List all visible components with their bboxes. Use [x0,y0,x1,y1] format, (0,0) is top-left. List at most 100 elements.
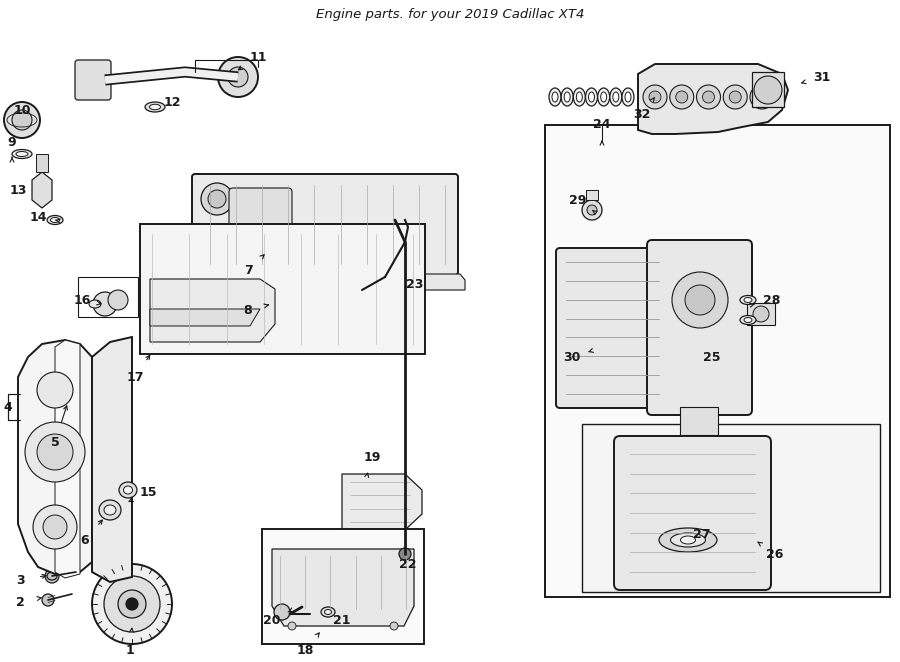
Text: 17: 17 [126,371,144,383]
Ellipse shape [744,297,752,303]
FancyBboxPatch shape [192,174,458,275]
Circle shape [724,85,747,109]
Polygon shape [18,340,92,574]
Ellipse shape [12,150,32,158]
Bar [752,72,784,107]
Circle shape [756,91,768,103]
Circle shape [108,290,128,310]
Ellipse shape [119,482,137,498]
Circle shape [390,622,398,630]
Circle shape [672,272,728,328]
Ellipse shape [589,92,595,102]
Text: 29: 29 [570,193,587,207]
Ellipse shape [586,88,598,106]
Bar [680,407,718,435]
Ellipse shape [145,102,165,112]
Ellipse shape [123,486,132,494]
Circle shape [649,91,661,103]
Text: 9: 9 [8,136,16,148]
Text: Engine parts. for your 2019 Cadillac XT4: Engine parts. for your 2019 Cadillac XT4 [316,7,584,21]
Text: 2: 2 [15,596,24,608]
Ellipse shape [600,92,607,102]
Polygon shape [342,474,422,530]
Text: 26: 26 [766,547,784,561]
Bar [78,277,138,317]
Polygon shape [638,64,788,134]
Circle shape [92,564,172,644]
Text: 18: 18 [296,643,314,657]
Text: 19: 19 [364,451,381,463]
Circle shape [208,190,226,208]
Text: 3: 3 [15,573,24,587]
Ellipse shape [625,92,631,102]
Circle shape [587,205,597,215]
Ellipse shape [562,88,573,106]
Circle shape [93,292,117,316]
Text: 25: 25 [703,350,721,363]
Polygon shape [272,549,414,626]
FancyBboxPatch shape [75,60,111,100]
Circle shape [12,110,32,130]
Circle shape [33,505,77,549]
Circle shape [703,91,715,103]
Text: 28: 28 [763,293,780,307]
Circle shape [118,590,146,618]
Ellipse shape [598,88,609,106]
Text: 32: 32 [634,107,651,120]
Circle shape [37,372,73,408]
Ellipse shape [552,92,558,102]
Text: 22: 22 [400,557,417,571]
Ellipse shape [50,218,59,222]
Ellipse shape [16,152,28,156]
Text: 10: 10 [14,103,31,117]
Text: 24: 24 [593,117,611,130]
Text: 4: 4 [4,401,13,414]
FancyBboxPatch shape [614,436,771,590]
Ellipse shape [659,528,717,552]
Circle shape [104,576,160,632]
Ellipse shape [622,88,634,106]
Ellipse shape [564,92,571,102]
Polygon shape [55,340,80,578]
Circle shape [750,85,774,109]
Circle shape [676,91,688,103]
Circle shape [643,85,667,109]
Text: 11: 11 [249,50,266,64]
Ellipse shape [149,104,160,110]
Circle shape [45,569,59,583]
Circle shape [25,422,85,482]
Ellipse shape [740,316,756,324]
Bar [747,303,775,325]
Bar [140,224,425,354]
Circle shape [37,434,73,470]
Circle shape [582,200,602,220]
Ellipse shape [573,88,585,106]
Text: 8: 8 [244,303,252,316]
Polygon shape [92,337,132,582]
Text: 12: 12 [163,95,181,109]
Ellipse shape [99,500,121,520]
Text: 14: 14 [30,211,47,224]
Circle shape [685,285,715,315]
Circle shape [729,91,742,103]
Ellipse shape [89,300,101,308]
Ellipse shape [549,88,561,106]
FancyBboxPatch shape [556,248,669,408]
Circle shape [754,76,782,104]
Circle shape [399,548,411,560]
Circle shape [288,622,296,630]
Text: 21: 21 [333,614,351,626]
Ellipse shape [670,533,706,547]
Text: 6: 6 [81,534,89,547]
Circle shape [228,67,248,87]
Text: 16: 16 [73,293,91,307]
Circle shape [218,57,258,97]
Ellipse shape [613,92,619,102]
Text: 30: 30 [563,350,580,363]
Text: 27: 27 [693,528,711,540]
Ellipse shape [325,610,331,614]
Circle shape [670,85,694,109]
Polygon shape [150,279,275,342]
FancyBboxPatch shape [647,240,752,415]
Text: 23: 23 [406,277,424,291]
